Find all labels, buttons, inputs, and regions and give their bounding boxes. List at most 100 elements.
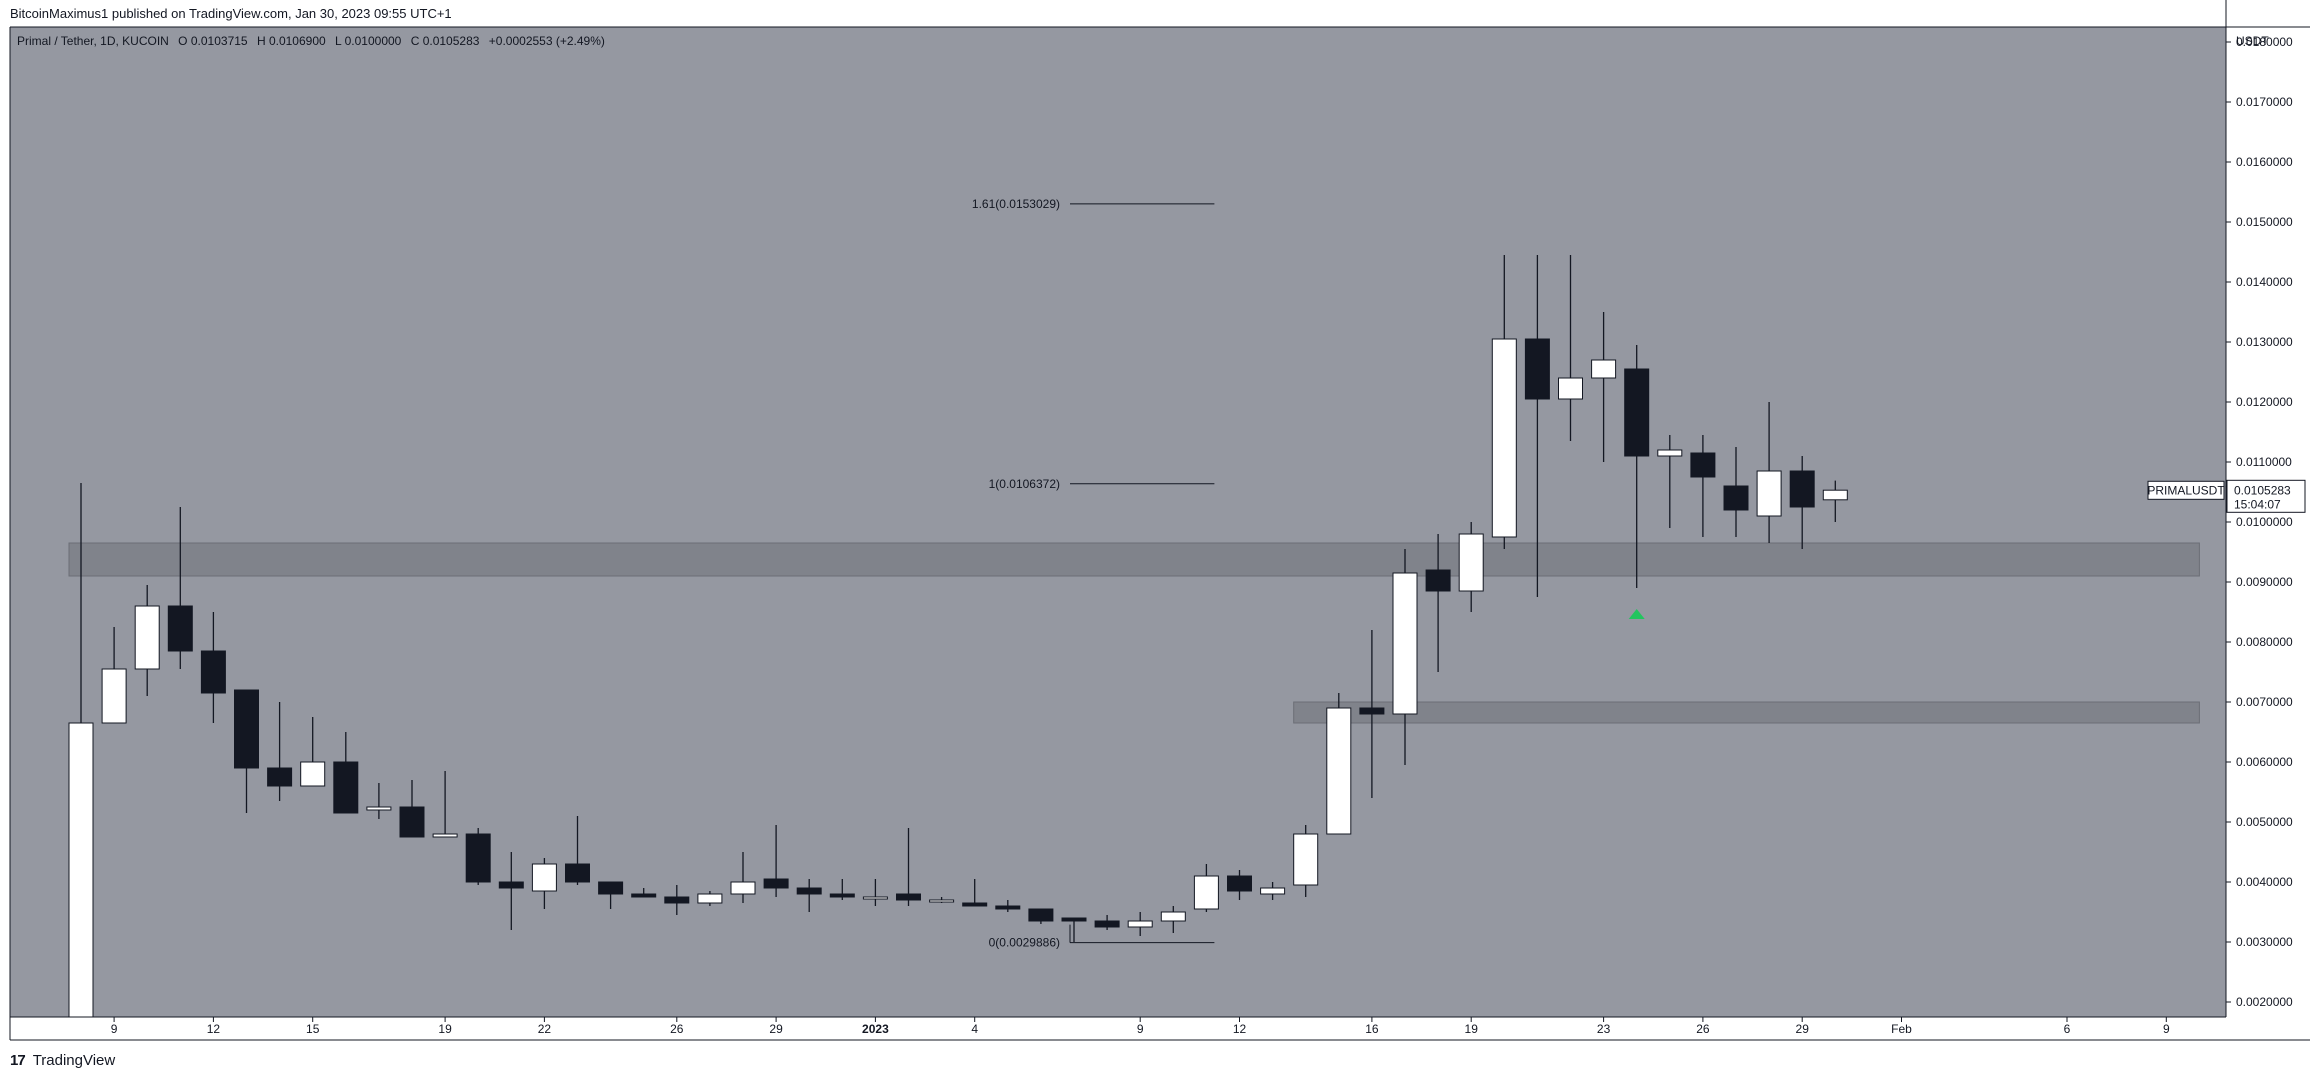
candle-2022-12-12	[200, 612, 226, 723]
x-tick-label: 29	[769, 1022, 783, 1036]
candle-2022-12-30	[796, 879, 822, 912]
candle-body	[1723, 485, 1749, 511]
axis-layer: 0.0180000 0.0170000 0.0160000 0.0150000 0.01…	[9, 0, 2310, 1041]
x-tick-label: 6	[2064, 1022, 2071, 1036]
candle-body	[399, 806, 425, 838]
candles-layer	[68, 255, 1848, 1018]
candle-body	[68, 722, 94, 1018]
candle-body	[234, 689, 259, 769]
legend-l-label: L	[335, 34, 342, 48]
x-tick-label: 26	[1696, 1022, 1710, 1036]
x-tick-label: 12	[1233, 1022, 1247, 1036]
publisher-header: BitcoinMaximus1 published on TradingView…	[10, 6, 452, 21]
candle-2023-01-24	[1624, 345, 1650, 588]
x-tick-label: 12	[207, 1022, 221, 1036]
candle-body	[1458, 533, 1484, 592]
candle-2022-12-29	[763, 825, 789, 897]
candle-body	[1326, 707, 1352, 835]
candle-body	[300, 761, 326, 787]
symbol-tag	[2147, 480, 2225, 500]
candle-body	[1425, 569, 1451, 592]
candle-body	[432, 833, 458, 838]
candle-2022-12-14	[267, 702, 293, 801]
zones-layer	[68, 542, 2200, 724]
x-tick-label: 23	[1597, 1022, 1611, 1036]
candle-2023-01-30	[1822, 480, 1848, 522]
x-tick-label: 29	[1796, 1022, 1810, 1036]
candle-2023-01-08	[1094, 915, 1120, 930]
y-tick-label: 0.0040000	[2236, 875, 2293, 889]
zone-1	[1293, 701, 2200, 724]
candle-body	[366, 806, 392, 811]
candle-body	[730, 881, 756, 895]
candle-body	[1028, 908, 1054, 922]
candle-2023-01-12	[1227, 870, 1252, 900]
fib-label-2: 0(0.0029886)	[989, 936, 1060, 950]
candle-body	[995, 905, 1021, 910]
candle-2022-12-11	[167, 507, 193, 669]
candle-2023-01-05	[995, 900, 1021, 912]
y-tick-label: 0.0180000	[2236, 35, 2293, 49]
candle-body	[962, 902, 988, 907]
candle-body	[763, 878, 789, 889]
candle-2023-01-19	[1458, 522, 1484, 612]
candle-2022-12-25	[631, 888, 657, 898]
y-tick-label: 0.0110000	[2236, 455, 2292, 469]
y-tick-label: 0.0150000	[2236, 215, 2293, 229]
candle-body	[697, 893, 723, 904]
currency-label: USDT	[2236, 34, 2269, 48]
x-tick-label: 15	[306, 1022, 320, 1036]
price-tag-value: 0.0105283	[2234, 483, 2291, 497]
candle-2023-01-15	[1326, 693, 1352, 835]
candle-2022-12-17	[366, 783, 392, 819]
candle-2022-12-22	[531, 858, 557, 909]
y-tick-label: 0.0160000	[2236, 155, 2293, 169]
candle-body	[929, 899, 955, 903]
candle-body	[1657, 449, 1683, 457]
green-arrow-up-icon	[1628, 609, 1645, 619]
x-tick-label: 19	[438, 1022, 452, 1036]
candle-2023-01-09	[1127, 912, 1153, 936]
candle-2023-01-18	[1425, 534, 1451, 672]
candle-body	[134, 605, 160, 670]
y-tick-label: 0.0070000	[2236, 695, 2293, 709]
candle-2023-01-10	[1160, 906, 1186, 933]
candle-2022-12-19	[432, 771, 458, 838]
y-tick-label: 0.0170000	[2236, 95, 2293, 109]
candle-body	[1822, 489, 1848, 501]
candle-body	[531, 863, 557, 892]
legend-c-value: 0.0105283	[423, 34, 480, 48]
candle-2022-12-26	[664, 885, 690, 915]
candle-body	[200, 650, 226, 694]
zone-0	[68, 542, 2200, 577]
candle-body	[1061, 917, 1087, 922]
candle-2022-12-08	[68, 483, 94, 1018]
x-tick-label: 9	[2163, 1022, 2170, 1036]
candle-body	[862, 896, 888, 900]
y-tick-label: 0.0120000	[2236, 395, 2293, 409]
x-tick-label: 22	[538, 1022, 552, 1036]
candle-body	[1293, 833, 1319, 886]
candle-2023-01-17	[1392, 549, 1418, 765]
candle-2023-01-27	[1723, 447, 1749, 537]
candle-2022-12-20	[465, 828, 491, 885]
candle-body	[167, 605, 193, 652]
candle-body	[101, 668, 127, 724]
candle-body	[1524, 338, 1550, 400]
candle-2023-01-28	[1756, 402, 1782, 543]
candle-body	[1193, 875, 1219, 910]
candle-body	[598, 881, 624, 895]
x-tick-label: 9	[111, 1022, 118, 1036]
legend-o-value: 0.0103715	[191, 34, 248, 48]
y-tick-label: 0.0020000	[2236, 995, 2293, 1009]
footer-brand: TradingView	[32, 1052, 116, 1069]
symbol-tag-label: PRIMALUSDT	[2147, 483, 2225, 497]
candle-2023-01-29	[1789, 456, 1815, 549]
candle-body	[1127, 920, 1153, 928]
candle-2023-01-13	[1260, 882, 1286, 900]
candle-body	[1359, 707, 1385, 715]
candle-2022-12-23	[565, 816, 590, 885]
ohlc-legend: Primal / Tether, 1D, KUCOIN O 0.0103715 …	[17, 34, 605, 48]
candle-body	[565, 863, 590, 883]
